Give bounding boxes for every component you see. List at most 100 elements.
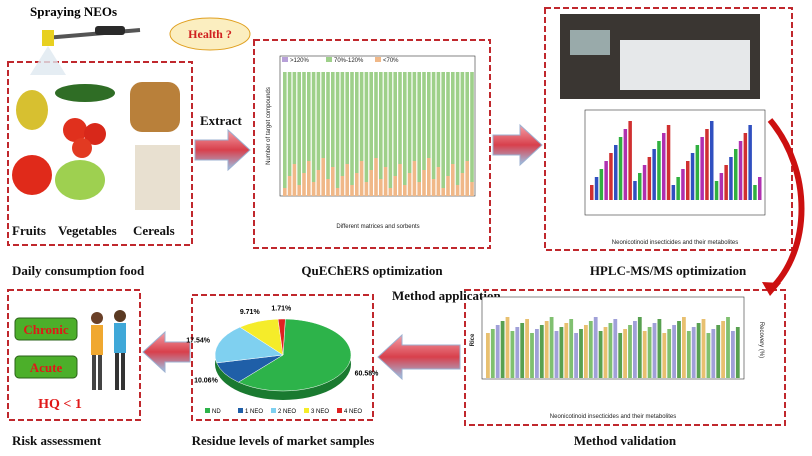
- risk-box: [7, 289, 141, 421]
- legend-swatch: [238, 408, 243, 413]
- deco-bar: [446, 176, 450, 196]
- health-cloud: [169, 17, 251, 51]
- deco-bar: [350, 185, 354, 196]
- deco-bar: [593, 317, 598, 378]
- deco-bar: [667, 329, 672, 378]
- deco-bar: [307, 161, 311, 196]
- deco-bar: [355, 173, 359, 196]
- deco-bar: [505, 317, 510, 378]
- deco-bar: [525, 319, 529, 378]
- deco-bar: [628, 121, 632, 200]
- deco-bar: [686, 331, 691, 378]
- deco-bar: [393, 176, 397, 196]
- deco-bar: [721, 321, 725, 378]
- pie-slice: [237, 318, 352, 392]
- food-label: Fruits: [12, 223, 46, 238]
- deco-bar: [604, 161, 608, 200]
- deco-bar: [686, 161, 690, 200]
- value-label: 9.71%: [240, 309, 261, 316]
- caption: QuEChERS optimization: [301, 263, 443, 278]
- deco-bar: [436, 167, 441, 196]
- hplc-box: [544, 7, 793, 251]
- value-label: 17.54%: [186, 338, 211, 345]
- deco-bar: [700, 137, 704, 200]
- legend-label: ND: [212, 409, 221, 415]
- deco-bar: [283, 72, 287, 188]
- deco-bar: [594, 177, 599, 200]
- deco-bar: [748, 125, 752, 200]
- deco-bar: [662, 133, 666, 200]
- deco-bar: [735, 327, 740, 378]
- deco-bar: [297, 72, 301, 185]
- deco-bar: [564, 323, 569, 378]
- legend-label: 3 NEO: [311, 409, 329, 415]
- caption: Method validation: [574, 433, 677, 448]
- deco-bar: [451, 72, 455, 164]
- deco-bar: [682, 317, 686, 378]
- deco-bar: [287, 176, 292, 196]
- deco-bar: [559, 327, 564, 378]
- deco-bar: [369, 72, 373, 170]
- deco-bar: [417, 182, 421, 196]
- deco-bar: [681, 169, 685, 200]
- deco-bar: [510, 331, 515, 378]
- legend-label: 70%-120%: [334, 58, 364, 64]
- deco-bar: [738, 141, 743, 200]
- validation-box: [464, 289, 786, 426]
- deco-bar: [549, 317, 554, 378]
- deco-bar: [637, 317, 642, 378]
- deco-bar: [657, 319, 662, 378]
- deco-bar: [530, 333, 534, 378]
- deco-bar: [614, 145, 618, 200]
- deco-bar: [753, 185, 757, 200]
- deco-bar: [326, 179, 330, 196]
- people-figures: [91, 310, 126, 390]
- extract-label: Extract: [200, 113, 243, 128]
- deco-bar: [652, 149, 656, 200]
- deco-bar: [486, 333, 490, 378]
- deco-bar: [292, 164, 297, 196]
- arrow-head: [762, 282, 781, 296]
- deco-bar: [743, 133, 748, 200]
- deco-bar: [369, 170, 373, 196]
- deco-bar: [302, 173, 306, 196]
- deco-bar: [412, 72, 417, 161]
- food-icons: [12, 82, 180, 210]
- deco-bar: [398, 164, 402, 196]
- deco-bar: [535, 329, 539, 378]
- deco-bar: [588, 321, 593, 378]
- axis-label: Different matrices and sorbents: [336, 224, 419, 230]
- deco-bar: [316, 72, 321, 170]
- chronic-label: Chronic: [23, 322, 68, 337]
- deco-bar: [302, 72, 306, 173]
- deco-bar: [758, 177, 762, 200]
- deco-bar: [359, 72, 364, 161]
- deco-bar: [731, 331, 735, 378]
- legend-label: 2 NEO: [278, 409, 296, 415]
- deco-bar: [584, 325, 588, 378]
- validation-chart: [481, 296, 745, 380]
- deco-bar: [340, 176, 345, 196]
- deco-bar: [431, 179, 436, 196]
- deco-bar: [283, 188, 287, 196]
- caption: Daily consumption food: [12, 263, 145, 278]
- deco-bar: [407, 72, 412, 173]
- chronic-box: [14, 317, 78, 341]
- value-label: 10.06%: [194, 377, 219, 384]
- deco-bar: [569, 319, 574, 378]
- deco-bar: [633, 181, 637, 200]
- food-label: Vegetables: [58, 223, 117, 238]
- deco-bar: [451, 164, 455, 196]
- deco-bar: [407, 173, 412, 196]
- deco-bar: [311, 182, 316, 196]
- legend-label: 4 NEO: [344, 409, 362, 415]
- hq-label: HQ < 1: [38, 397, 82, 412]
- axis-label: Neonicotinoid insecticides and their met…: [612, 240, 738, 246]
- deco-bar: [647, 157, 652, 200]
- deco-bar: [726, 317, 730, 378]
- residue-box: [191, 294, 374, 421]
- pie-slice: [214, 326, 284, 364]
- value-label: 60.58%: [355, 370, 380, 377]
- deco-bar: [460, 72, 465, 173]
